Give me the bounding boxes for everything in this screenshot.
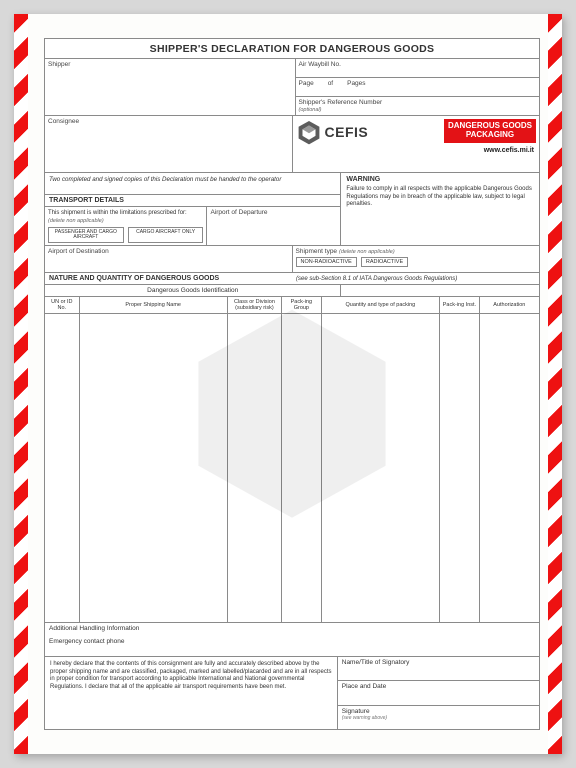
col-class-division: Class or Division (subsidiary risk) bbox=[228, 297, 282, 313]
label-signature: Signature bbox=[342, 708, 370, 715]
label-limitations: This shipment is within the limitations … bbox=[48, 210, 187, 216]
field-airport-destination[interactable]: Airport of Destination bbox=[45, 246, 293, 272]
option-non-radioactive[interactable]: NON-RADIOACTIVE bbox=[296, 257, 357, 267]
warning-title: WARNING bbox=[346, 176, 534, 183]
brand-url: www.cefis.mi.it bbox=[296, 147, 537, 154]
nature-sub: (see sub-Section 8.1 of IATA Dangerous G… bbox=[292, 273, 539, 284]
option-cargo-only[interactable]: CARGO AIRCRAFT ONLY bbox=[128, 227, 204, 244]
signature-block: Name/Title of Signatory Place and Date S… bbox=[338, 657, 539, 729]
label-see-warning: (see warning above) bbox=[342, 715, 535, 721]
hazard-stripe-left bbox=[14, 14, 28, 754]
goods-body-area[interactable] bbox=[45, 314, 539, 623]
row-transport-warning: Two completed and signed copies of this … bbox=[45, 173, 539, 246]
option-passenger-cargo[interactable]: PASSENGER AND CARGO AIRCRAFT bbox=[48, 227, 124, 244]
field-shipment-type[interactable]: Shipment type (delete non applicable) NO… bbox=[293, 246, 540, 272]
label-airport-departure: Airport of Departure bbox=[210, 209, 337, 216]
hazard-stripe-right bbox=[548, 14, 562, 754]
col-airwaybill: Air Waybill No. Page of Pages Shipper's … bbox=[296, 59, 540, 115]
label-pages: Pages bbox=[347, 80, 365, 94]
goods-ident-superheader: Dangerous Goods Identification bbox=[45, 285, 539, 297]
field-shipper-ref[interactable]: Shipper's Reference Number (optional) bbox=[296, 97, 540, 115]
col-authorization: Authorization bbox=[480, 297, 539, 313]
goods-columns-header: UN or ID No. Proper Shipping Name Class … bbox=[45, 297, 539, 314]
label-shipper-ref: Shipper's Reference Number bbox=[299, 99, 537, 106]
label-air-waybill: Air Waybill No. bbox=[299, 61, 537, 68]
brand-block: CEFIS DANGEROUS GOODS PACKAGING www.cefi… bbox=[293, 116, 540, 172]
field-page-of-pages[interactable]: Page of Pages bbox=[296, 78, 540, 97]
declaration-copies-note: Two completed and signed copies of this … bbox=[45, 173, 340, 195]
field-place-date[interactable]: Place and Date bbox=[338, 681, 539, 705]
field-shipper[interactable]: Shipper bbox=[45, 59, 296, 115]
declaration-form: SHIPPER'S DECLARATION FOR DANGEROUS GOOD… bbox=[44, 38, 540, 730]
label-page: Page bbox=[299, 80, 314, 94]
label-emergency-phone: Emergency contact phone bbox=[49, 638, 125, 645]
col-packing-group: Pack-ing Group bbox=[282, 297, 322, 313]
col-packing-inst: Pack-ing Inst. bbox=[440, 297, 480, 313]
nature-header: NATURE AND QUANTITY OF DANGEROUS GOODS bbox=[45, 273, 292, 284]
label-dg-identification: Dangerous Goods Identification bbox=[45, 285, 341, 296]
row-consignee-brand: Consignee CEFIS DANGEROUS bbox=[45, 116, 539, 173]
label-optional: (optional) bbox=[299, 107, 322, 113]
warning-block: WARNING Failure to comply in all respect… bbox=[341, 173, 539, 245]
field-signature[interactable]: Signature (see warning above) bbox=[338, 706, 539, 729]
row-destination-shiptype: Airport of Destination Shipment type (de… bbox=[45, 246, 539, 273]
label-consignee: Consignee bbox=[48, 118, 289, 125]
row-nature-header: NATURE AND QUANTITY OF DANGEROUS GOODS (… bbox=[45, 273, 539, 285]
declaration-statement: I hereby declare that the contents of th… bbox=[45, 657, 338, 729]
paper-sheet: SHIPPER'S DECLARATION FOR DANGEROUS GOOD… bbox=[14, 14, 562, 754]
label-additional-handling: Additional Handling Information bbox=[49, 625, 535, 632]
cefis-logo-text: CEFIS bbox=[325, 124, 369, 140]
field-airport-departure[interactable]: Airport of Departure bbox=[207, 207, 340, 245]
label-of: of bbox=[328, 80, 333, 94]
transport-details-header: TRANSPORT DETAILS bbox=[45, 195, 340, 207]
goods-header-blank bbox=[341, 285, 539, 296]
transport-details-col: Two completed and signed copies of this … bbox=[45, 173, 341, 245]
label-shipment-type: Shipment type bbox=[296, 248, 338, 255]
cefis-logo: CEFIS bbox=[296, 119, 369, 145]
label-place-date: Place and Date bbox=[342, 683, 386, 690]
field-limitations[interactable]: This shipment is within the limitations … bbox=[45, 207, 207, 245]
danger-goods-box: DANGEROUS GOODS PACKAGING bbox=[444, 119, 536, 143]
label-signatory-name: Name/Title of Signatory bbox=[342, 659, 410, 666]
label-shipper: Shipper bbox=[48, 61, 292, 68]
col-proper-shipping-name: Proper Shipping Name bbox=[80, 297, 228, 313]
row-shipper-awb: Shipper Air Waybill No. Page of Pages Sh… bbox=[45, 59, 539, 116]
label-delete-na: (delete non applicable) bbox=[48, 218, 104, 224]
form-title: SHIPPER'S DECLARATION FOR DANGEROUS GOOD… bbox=[45, 39, 539, 59]
row-declaration-signature: I hereby declare that the contents of th… bbox=[45, 657, 539, 729]
field-additional-handling[interactable]: Additional Handling Information Emergenc… bbox=[45, 623, 539, 657]
field-signatory-name[interactable]: Name/Title of Signatory bbox=[338, 657, 539, 681]
field-consignee[interactable]: Consignee bbox=[45, 116, 293, 172]
warning-text: Failure to comply in all respects with t… bbox=[346, 186, 534, 209]
label-airport-destination: Airport of Destination bbox=[48, 248, 289, 255]
col-un-id: UN or ID No. bbox=[45, 297, 80, 313]
label-shipment-type-note: (delete non applicable) bbox=[339, 249, 395, 255]
col-quantity-packing: Quantity and type of packing bbox=[322, 297, 441, 313]
cefis-logo-mark bbox=[296, 119, 322, 145]
option-radioactive[interactable]: RADIOACTIVE bbox=[361, 257, 408, 267]
field-air-waybill[interactable]: Air Waybill No. bbox=[296, 59, 540, 78]
